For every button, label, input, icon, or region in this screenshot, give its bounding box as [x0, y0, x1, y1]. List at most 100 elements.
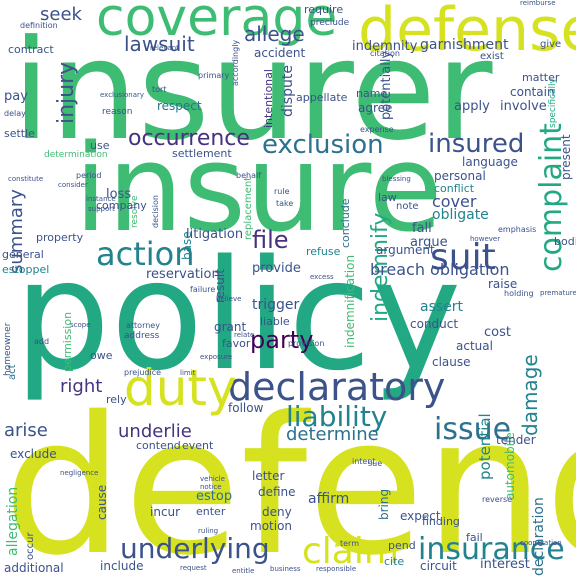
word-tort: tort [152, 85, 167, 94]
word-raise: raise [488, 277, 518, 291]
word-consider: consider [58, 181, 88, 189]
word-define: define [258, 485, 296, 499]
word-insure: insure [74, 120, 443, 259]
word-indemnity: indemnity [352, 39, 418, 54]
word-exclusion: exclusion [262, 130, 384, 160]
word-matter: matter [522, 71, 560, 84]
word-indemnification: indemnification [343, 254, 357, 348]
word-actual: actual [456, 339, 493, 353]
word-suit: suit [430, 237, 496, 278]
word-injury: injury [54, 61, 79, 124]
word-general: general [2, 248, 44, 261]
word-request: request [180, 564, 207, 572]
word-defense: defense [358, 0, 576, 65]
word-excess: excess [310, 273, 334, 281]
word-obligate: obligate [432, 207, 489, 223]
word-provide: provide [252, 261, 301, 276]
word-preclude: preclude [310, 18, 350, 28]
word-respect: respect [157, 99, 202, 113]
word-negligence: negligence [60, 469, 99, 477]
word-agree: agree [358, 101, 393, 115]
word-exclusionary: exclusionary [100, 91, 145, 99]
word-lawsuit: lawsuit [124, 32, 195, 56]
word-liability: liability [286, 400, 388, 433]
word-additional: additional [4, 561, 64, 575]
word-accident: accident [254, 46, 306, 60]
word-address: address [124, 331, 160, 341]
word-believe: believe [216, 295, 242, 303]
word-scope: scope [70, 321, 91, 329]
word-conduct: conduct [410, 317, 459, 331]
word-settle: settle [4, 127, 35, 140]
word-deny: deny [262, 505, 292, 519]
word-cooperation: cooperation [520, 539, 562, 547]
word-damage: damage [518, 354, 542, 436]
word-coverage: coverage [96, 0, 338, 48]
word-blessing: blessing [382, 175, 411, 183]
word-prejudice: prejudice [124, 368, 162, 377]
word-settlement: settlement [172, 147, 232, 160]
word-delay: delay [4, 109, 26, 118]
word-fall: fall [412, 221, 432, 236]
word-limit: limit [180, 369, 196, 377]
word-occurrence: occurrence [128, 126, 250, 151]
word-however: however [470, 235, 501, 243]
word-interest: interest [480, 557, 530, 572]
word-assert: assert [420, 299, 464, 315]
word-bodily: bodily [554, 235, 576, 248]
word-behalf: behalf [236, 171, 262, 180]
word-litigation: litigation [186, 227, 244, 242]
word-follow: follow [228, 401, 264, 415]
word-law: law [378, 191, 397, 204]
word-note: note [396, 201, 419, 212]
word-contract: contract [8, 43, 54, 56]
word-finding: finding [422, 515, 460, 528]
word-garnishment: garnishment [420, 37, 509, 53]
word-company: company [96, 199, 147, 212]
word-bring: bring [377, 488, 391, 520]
word-rely: rely [106, 393, 127, 406]
word-support: support [88, 205, 115, 213]
word-tender: tender [496, 433, 536, 447]
word-underlie: underlie [118, 421, 192, 442]
word-insured: insured [428, 129, 525, 159]
word-expect: expect [400, 509, 441, 523]
word-apply: apply [454, 99, 490, 114]
word-reason: reason [102, 107, 133, 117]
word-expense: expense [360, 125, 394, 134]
word-allege: allege [244, 22, 305, 46]
word-vehicle: vehicle [200, 475, 225, 483]
word-favor: favor [222, 337, 251, 350]
word-pend: pend [388, 539, 416, 552]
word-fail: fail [466, 531, 483, 544]
word-grant: grant [214, 320, 247, 334]
word-estoppel: estoppel [2, 263, 50, 276]
word-potential: potential [476, 413, 494, 480]
word-exclude: exclude [10, 447, 57, 461]
word-rule: rule [274, 187, 290, 196]
word-ruling: ruling [198, 527, 219, 535]
word-cause: cause [95, 484, 109, 520]
word-cover: cover [432, 192, 477, 211]
word-intentional: intentional [262, 69, 275, 128]
word-seek: seek [40, 4, 82, 25]
word-argue: argue [410, 235, 448, 250]
word-period: period [76, 171, 102, 180]
word-owe: owe [90, 349, 113, 362]
word-occur: occur [25, 532, 36, 560]
word-reservation: reservation [146, 267, 220, 282]
word-duty: duty [124, 359, 237, 417]
word-issue: issue [434, 412, 512, 447]
word-affirm: affirm [308, 491, 350, 507]
word-file: file [252, 226, 289, 254]
word-reimburse: reimburse [520, 0, 556, 7]
word-decision: decision [151, 195, 160, 228]
word-definition: definition [20, 21, 58, 30]
word-relevant: relevant [150, 44, 179, 52]
word-premature: premature [540, 289, 576, 297]
word-term: term [340, 539, 359, 548]
word-holding: holding [504, 289, 534, 298]
word-liable: liable [260, 315, 290, 328]
word-cost: cost [484, 325, 511, 340]
word-require: require [304, 3, 344, 16]
